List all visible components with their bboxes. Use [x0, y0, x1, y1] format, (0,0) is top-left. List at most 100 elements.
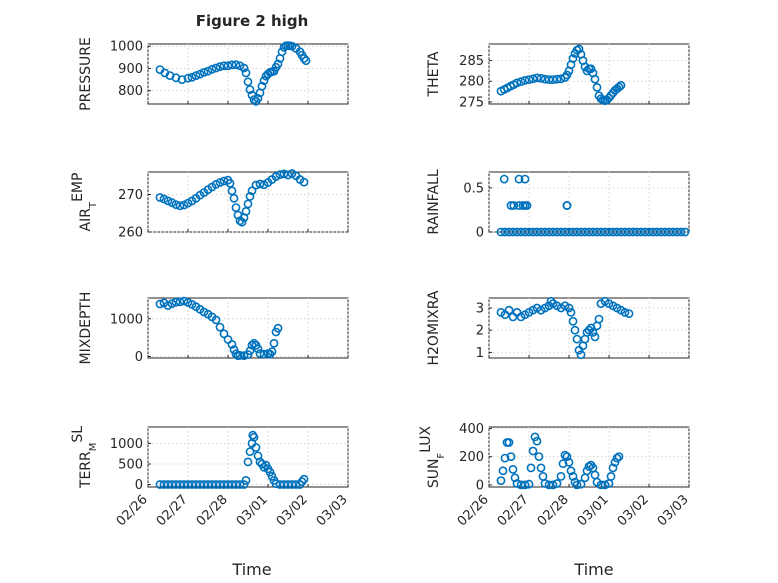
- x-tick-label: 02/28: [194, 492, 231, 529]
- data-point: [265, 467, 275, 477]
- data-point: [231, 60, 241, 70]
- data-point: [520, 174, 530, 184]
- data-point: [564, 303, 574, 313]
- y-tick-label: 285: [459, 54, 484, 69]
- data-point: [590, 332, 600, 342]
- y-tick-label: 275: [459, 95, 484, 110]
- data-point: [570, 325, 580, 335]
- data-point: [245, 447, 255, 457]
- data-point: [271, 479, 281, 489]
- y-tick-label: 280: [459, 75, 484, 90]
- data-point: [680, 227, 690, 237]
- data-point: [195, 480, 205, 489]
- y-tick-label: 400: [459, 422, 484, 437]
- data-point: [556, 471, 566, 481]
- x-tick-label: 02/26: [455, 492, 492, 529]
- data-point: [506, 452, 516, 461]
- data-point: [171, 200, 181, 209]
- data-point: [568, 316, 578, 326]
- data-point: [279, 42, 289, 52]
- data-point: [562, 452, 572, 461]
- data-point: [207, 64, 217, 74]
- data-point: [241, 68, 251, 78]
- y-tick-label: 1000: [110, 40, 143, 55]
- data-point: [187, 480, 197, 489]
- data-point: [524, 75, 534, 84]
- data-point: [159, 480, 169, 489]
- data-point: [237, 217, 247, 227]
- y-axis-label-sun-flux: SUNFLUX: [418, 425, 447, 488]
- data-point: [562, 70, 572, 80]
- data-point: [520, 76, 530, 85]
- data-point: [171, 297, 181, 307]
- data-point: [215, 480, 225, 489]
- data-point: [279, 169, 289, 179]
- data-point: [199, 68, 209, 77]
- data-point: [564, 457, 574, 467]
- data-point: [247, 340, 257, 350]
- y-tick-label: 3: [476, 302, 484, 317]
- data-point: [215, 178, 225, 187]
- data-point: [526, 463, 536, 473]
- axes-h2omixra: 1 2 3 H2OMIXRA: [426, 290, 690, 366]
- data-point: [614, 82, 624, 92]
- data-point: [576, 350, 586, 360]
- data-point: [245, 85, 255, 94]
- data-point: [187, 72, 197, 82]
- data-point: [512, 479, 522, 488]
- x-tick-label: 02/27: [495, 492, 532, 529]
- data-point: [508, 227, 518, 237]
- data-point: [179, 480, 189, 489]
- data-point: [243, 457, 253, 467]
- data-point: [548, 75, 558, 84]
- y-tick-label: 900: [118, 62, 143, 77]
- x-tick-label: 03/01: [234, 492, 271, 529]
- data-point: [249, 338, 259, 348]
- data-point: [546, 296, 556, 306]
- y-tick-label: 0: [135, 350, 143, 365]
- axes-sun-flux: 0 200 400 02/26 02/27 02/28 03/01 03/02 03/03 SUN…: [418, 422, 692, 529]
- data-point: [155, 480, 165, 489]
- data-point: [620, 307, 630, 317]
- data-point: [616, 81, 626, 90]
- data-point: [215, 62, 225, 72]
- y-tick-label: 270: [118, 188, 143, 203]
- data-point: [163, 480, 173, 489]
- data-point: [499, 174, 509, 184]
- y-axis-label-terr-msl: TERRMSL: [70, 426, 99, 489]
- data-point: [227, 480, 237, 489]
- x-tick-label: 02/27: [154, 492, 191, 529]
- data-point: [177, 75, 187, 84]
- data-point: [251, 443, 261, 452]
- data-point: [155, 299, 165, 309]
- y-tick-label: 1: [476, 346, 484, 361]
- axes-air-temp: 260 270 AIRTEMP: [70, 169, 349, 241]
- data-point: [183, 73, 193, 83]
- data-point: [516, 480, 526, 490]
- data-point: [562, 201, 572, 210]
- data-point: [211, 315, 221, 325]
- data-point: [267, 471, 277, 481]
- x-tick-label: 03/02: [274, 492, 311, 529]
- data-point: [530, 432, 540, 442]
- data-point: [506, 201, 516, 210]
- x-tick-label: 03/03: [314, 492, 351, 529]
- data-point: [211, 63, 221, 73]
- y-tick-label: 800: [118, 84, 143, 99]
- data-point: [612, 453, 622, 463]
- x-axis-label-right: Time: [573, 560, 613, 579]
- data-point: [600, 480, 610, 490]
- data-point: [229, 345, 239, 355]
- y-tick-label: 0: [476, 226, 484, 241]
- data-point: [566, 307, 576, 317]
- data-point: [231, 349, 241, 359]
- data-point: [509, 201, 519, 210]
- y-tick-label: 500: [118, 457, 143, 472]
- data-point: [241, 475, 251, 485]
- data-point: [211, 480, 221, 489]
- data-point: [536, 73, 546, 83]
- y-tick-label: 0.5: [463, 181, 484, 196]
- data-point: [223, 61, 233, 71]
- data-point: [498, 466, 508, 476]
- data-point: [520, 480, 530, 490]
